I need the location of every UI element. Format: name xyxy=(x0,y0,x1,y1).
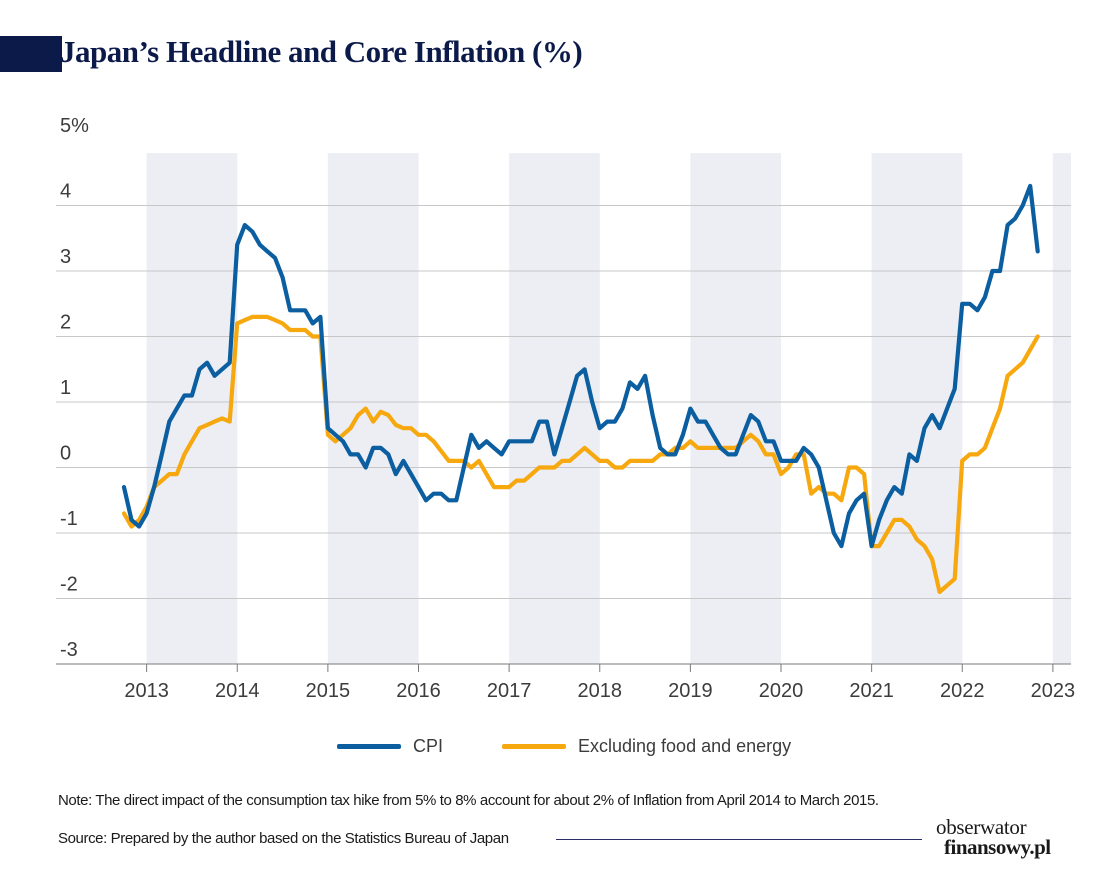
x-tick-label: 2017 xyxy=(487,680,532,702)
y-tick-label: 4 xyxy=(60,181,71,203)
y-tick-label: 3 xyxy=(60,246,71,268)
source-divider xyxy=(556,839,922,840)
x-axis xyxy=(56,663,1071,672)
legend-swatch-cpi xyxy=(337,744,401,749)
x-tick-label: 2015 xyxy=(306,680,351,702)
y-tick-label: -1 xyxy=(60,508,78,530)
x-tick-label: 2016 xyxy=(396,680,441,702)
logo-text-bottom: finansowy.pl xyxy=(944,835,1051,859)
x-tick-label: 2019 xyxy=(668,680,713,702)
year-band-3 xyxy=(690,153,781,664)
legend-label-core: Excluding food and energy xyxy=(578,736,792,756)
x-tick-label: 2013 xyxy=(124,680,169,702)
legend-item-cpi: CPI xyxy=(337,736,443,757)
page-title: Japan’s Headline and Core Inflation (%) xyxy=(60,34,583,69)
x-axis-labels: 2013 2014 2015 2016 2017 2018 2019 2020 2021 2022… xyxy=(124,680,1075,702)
y-tick-label: -3 xyxy=(60,639,78,661)
logo-text-top: obserwator xyxy=(936,815,1027,839)
y-tick-label: 1 xyxy=(60,377,71,399)
year-band-1 xyxy=(327,153,419,664)
x-tick-label: 2023 xyxy=(1031,680,1076,702)
legend-label-cpi: CPI xyxy=(413,736,444,756)
series-line-cpi xyxy=(121,183,1040,549)
source-text: Source: Prepared by the author based on … xyxy=(58,830,509,847)
year-band-5 xyxy=(1052,153,1071,664)
x-tick-label: 2022 xyxy=(940,680,985,702)
footnote: Note: The direct impact of the consumpti… xyxy=(58,792,879,809)
y-tick-label: -2 xyxy=(60,574,78,596)
x-tick-label: 2021 xyxy=(849,680,894,702)
legend-swatch-core xyxy=(502,744,566,749)
x-tick-label: 2020 xyxy=(759,680,804,702)
x-tick-label: 2018 xyxy=(578,680,623,702)
title-accent-bar xyxy=(0,36,62,72)
x-tick-label: 2014 xyxy=(215,680,260,702)
brand-logo: obserwator finansowy.pl xyxy=(936,815,1076,859)
legend: CPI Excluding food and energy xyxy=(0,732,1120,762)
y-tick-label: 0 xyxy=(60,443,71,465)
legend-item-core: Excluding food and energy xyxy=(502,736,791,757)
gridlines xyxy=(56,205,1071,599)
series-lines xyxy=(121,183,1040,595)
year-band-0 xyxy=(146,153,238,664)
year-shading xyxy=(146,153,1071,664)
y-tick-label: 5% xyxy=(60,115,89,137)
series-line-core xyxy=(121,314,1040,595)
y-axis-labels: 5% 4 3 2 1 0 -1 -2 -3 xyxy=(60,115,89,661)
year-band-2 xyxy=(509,153,600,664)
y-tick-label: 2 xyxy=(60,312,71,334)
